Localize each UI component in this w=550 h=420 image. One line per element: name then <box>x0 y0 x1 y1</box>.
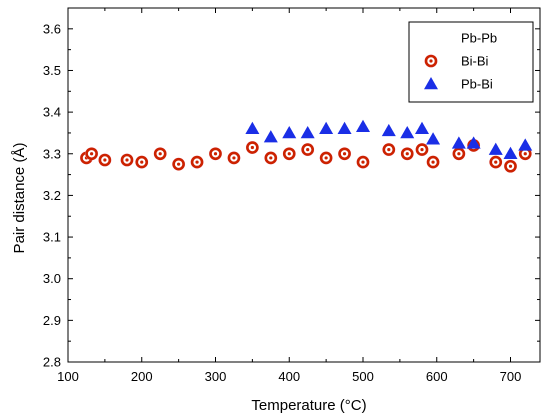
pb-bi-point <box>300 125 315 139</box>
legend-marker <box>424 77 438 90</box>
y-tick-label: 3.0 <box>43 271 61 286</box>
legend-entry: Bi-Bi <box>424 54 489 69</box>
pb-bi-point <box>245 121 260 135</box>
bi-bi-point-center <box>140 160 144 164</box>
legend-entry: Pb-Pb <box>461 31 497 46</box>
bi-bi-point-center <box>250 145 254 150</box>
bi-bi-point-center <box>431 160 435 164</box>
y-tick-label: 3.3 <box>43 146 61 161</box>
series-bi-bi <box>79 138 532 173</box>
pb-bi-point <box>337 121 352 135</box>
y-tick-label: 3.5 <box>43 63 61 78</box>
y-tick-label: 2.9 <box>43 313 61 328</box>
y-tick-label: 3.2 <box>43 188 61 203</box>
x-tick-label: 600 <box>426 369 448 384</box>
bi-bi-point-center <box>420 148 424 152</box>
pb-bi-point <box>319 121 334 135</box>
bi-bi-point-center <box>177 162 181 166</box>
x-tick-label: 500 <box>352 369 374 384</box>
legend: Pb-Pb Bi-Bi Pb-Bi <box>408 21 534 103</box>
bi-bi-point-center <box>269 156 273 160</box>
axes: 100 200 300 400 500 600 700 2.8 2.9 3.0 3.1 3.2 3.3 3… <box>43 7 541 384</box>
legend-label: Pb-Bi <box>461 77 493 92</box>
pb-bi-point <box>381 123 396 137</box>
pb-bi-point <box>466 136 481 149</box>
bi-bi-point-center <box>103 158 107 162</box>
bi-bi-point-center <box>508 164 513 168</box>
y-tick-label: 2.8 <box>43 355 61 370</box>
pb-bi-point <box>356 119 370 132</box>
y-tick-label: 3.4 <box>43 105 61 120</box>
x-tick-label: 400 <box>278 369 300 384</box>
series-pb-bi <box>245 119 533 160</box>
bi-bi-point-center <box>361 160 365 164</box>
bi-bi-point-center <box>342 152 347 156</box>
x-tick-label: 300 <box>205 369 227 384</box>
bi-bi-point-center <box>232 156 236 160</box>
y-axis-label: Pair distance (Å) <box>11 143 28 254</box>
bi-bi-point-center <box>195 160 199 164</box>
y-tick-label: 3.1 <box>43 230 61 245</box>
x-tick-label: 200 <box>131 369 153 384</box>
pb-bi-point <box>451 136 466 149</box>
legend-entry: Pb-Bi <box>424 77 493 92</box>
bi-bi-point-center <box>457 152 461 156</box>
pb-bi-point <box>400 125 415 139</box>
bi-bi-point-center <box>405 152 409 156</box>
y-tick-label: 3.6 <box>43 21 61 36</box>
x-tick-label: 100 <box>57 369 79 384</box>
x-axis-label: Temperature (°C) <box>251 397 366 414</box>
plot-area <box>79 119 533 173</box>
x-tick-label: 700 <box>500 369 522 384</box>
pb-bi-point <box>488 142 503 155</box>
legend-label: Bi-Bi <box>461 54 489 69</box>
pb-bi-point <box>415 121 429 135</box>
pb-bi-point <box>518 138 533 151</box>
legend-marker-center <box>429 59 433 63</box>
bi-bi-point-center <box>306 148 310 152</box>
bi-bi-point-center <box>324 156 328 160</box>
bi-bi-point-center <box>158 152 162 156</box>
bi-bi-point-center <box>125 158 129 162</box>
pb-bi-point <box>263 130 278 143</box>
bi-bi-point-center <box>494 160 498 164</box>
bi-bi-point-center <box>387 148 391 152</box>
legend-label: Pb-Pb <box>461 31 497 46</box>
pb-bi-point <box>282 125 297 139</box>
bi-bi-point-center <box>213 152 218 156</box>
bi-bi-point-center <box>287 152 291 156</box>
pb-bi-point <box>503 146 518 160</box>
bi-bi-point-center <box>90 152 94 156</box>
bi-bi-point-center <box>523 152 527 156</box>
pb-bi-point <box>426 132 441 145</box>
plot-frame <box>67 7 541 363</box>
